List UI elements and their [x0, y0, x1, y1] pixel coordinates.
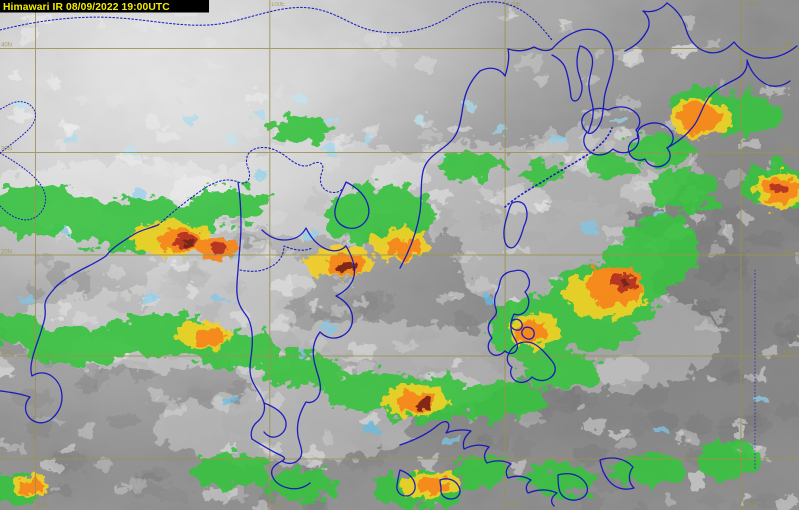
svg-text:Himawari IR 08/09/2022 19:00UT: Himawari IR 08/09/2022 19:00UTC — [3, 2, 170, 13]
